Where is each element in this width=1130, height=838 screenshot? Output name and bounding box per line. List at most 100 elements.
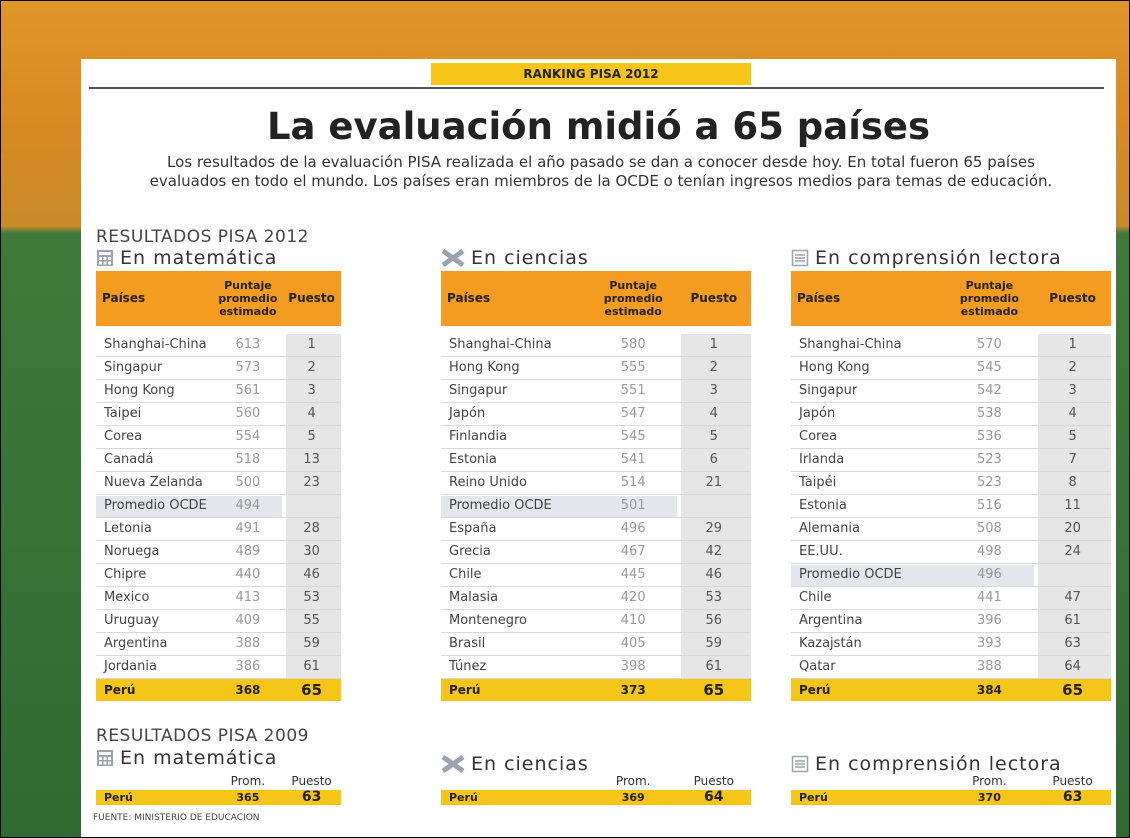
average-row: [441, 496, 677, 517]
row-separator: [441, 356, 751, 357]
score: 441: [976, 590, 1002, 605]
country: Japón: [449, 406, 486, 421]
rank: 21: [705, 475, 723, 490]
score: 554: [235, 429, 261, 444]
row-separator: [441, 494, 751, 495]
column-header: Puntaje promedio estimado: [218, 273, 277, 324]
rank-column: [1038, 334, 1111, 679]
column-header: Países: [447, 273, 584, 324]
row-separator: [441, 517, 751, 518]
rank: 5: [307, 429, 316, 444]
rank: 56: [705, 613, 723, 628]
icon: [96, 749, 114, 767]
score: 523: [976, 475, 1002, 490]
row-separator: [96, 563, 341, 564]
score: 501: [620, 498, 646, 513]
country: EE.UU.: [799, 544, 843, 559]
rank: 55: [303, 613, 320, 628]
score: 496: [620, 521, 646, 536]
score: 523: [976, 452, 1002, 467]
score: 570: [976, 337, 1002, 352]
column-header: Puntaje promedio estimado: [595, 273, 671, 324]
score: 467: [620, 544, 646, 559]
table-heading: En ciencias: [441, 247, 589, 269]
country: Corea: [104, 429, 143, 444]
score: 420: [620, 590, 646, 605]
country: Singapur: [104, 360, 163, 375]
rank: 2: [1068, 360, 1077, 375]
score: 518: [235, 452, 261, 467]
score: 545: [620, 429, 646, 444]
row-separator: [96, 379, 341, 380]
rank: 61: [1064, 613, 1081, 628]
country: Finlandia: [449, 429, 508, 444]
rank: 53: [303, 590, 320, 605]
row-separator: [96, 678, 341, 679]
row-separator: [791, 517, 1111, 518]
country: Singapur: [449, 383, 508, 398]
country: Chile: [449, 567, 482, 582]
intro: Los resultados de la evaluación PISA rea…: [149, 153, 1053, 190]
highlight-row: [96, 790, 341, 805]
column-header: Países: [102, 273, 208, 324]
heading-text: En matemática: [120, 247, 278, 269]
title: La evaluación midió a 65 países: [266, 105, 931, 148]
row-separator: [96, 356, 341, 357]
column-label: Prom.: [230, 774, 266, 788]
country: Kazajstán: [799, 636, 862, 651]
row-separator: [96, 586, 341, 587]
score: 573: [235, 360, 261, 375]
column-label: Puesto: [693, 774, 734, 788]
score: 388: [976, 659, 1002, 674]
heading-text: En ciencias: [471, 247, 589, 269]
country: Alemania: [799, 521, 860, 536]
column-label: Puesto: [1052, 774, 1093, 788]
rank: 5: [1068, 429, 1077, 444]
column-header: Puesto: [1040, 273, 1105, 324]
country: Shanghai-China: [449, 337, 552, 352]
row-separator: [441, 655, 751, 656]
row-separator: [791, 609, 1111, 610]
country: Montenegro: [449, 613, 528, 628]
country: Estonia: [449, 452, 497, 467]
country: Qatar: [799, 659, 836, 674]
row-separator: [96, 425, 341, 426]
rank: 63: [301, 789, 322, 805]
rank: 13: [303, 452, 320, 467]
heading-text: En ciencias: [471, 753, 589, 775]
country: Perú: [449, 791, 478, 804]
rank: 4: [709, 406, 718, 421]
rank: 29: [705, 521, 723, 536]
country: Canadá: [104, 452, 154, 467]
country: Noruega: [104, 544, 160, 559]
score: 541: [620, 452, 646, 467]
score: 373: [620, 683, 646, 697]
rank: 63: [1064, 636, 1081, 651]
country: Letonia: [104, 521, 152, 536]
table-heading: En comprensión lectora: [791, 753, 1062, 775]
country: Promedio OCDE: [104, 498, 207, 513]
average-row: [96, 496, 283, 517]
country: Corea: [799, 429, 838, 444]
country: Grecia: [449, 544, 491, 559]
column-label: Puesto: [291, 774, 332, 788]
row-separator: [791, 563, 1111, 564]
section-label: RESULTADOS PISA 2012: [96, 227, 309, 247]
rank: 65: [1062, 681, 1084, 699]
country: Uruguay: [104, 613, 160, 628]
rank: 1: [709, 337, 718, 352]
rank: 30: [303, 544, 320, 559]
score: 551: [620, 383, 646, 398]
rank: 59: [303, 636, 320, 651]
column-header: Países: [797, 273, 939, 324]
row-separator: [441, 471, 751, 472]
row-separator: [441, 379, 751, 380]
rank: 61: [303, 659, 320, 674]
row-separator: [441, 632, 751, 633]
rank: 20: [1064, 521, 1081, 536]
rank: 24: [1064, 544, 1081, 559]
rank: 11: [1064, 498, 1081, 513]
rank: 3: [307, 383, 316, 398]
highlight-row: [441, 790, 751, 805]
